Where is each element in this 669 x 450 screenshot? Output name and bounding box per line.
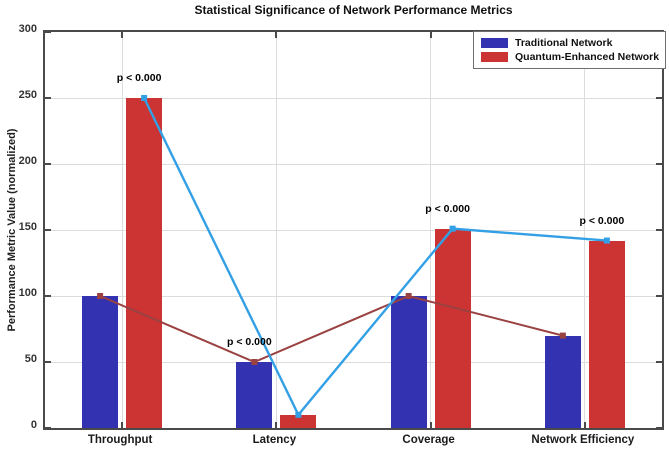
y-tick-label: 150 — [18, 221, 37, 233]
legend: Traditional Network Quantum-Enhanced Net… — [473, 31, 666, 69]
bar-quantum-enhanced-network-network-efficiency — [588, 240, 625, 428]
p-value-annotation-throughput: p < 0.000 — [116, 72, 162, 84]
y-tick-right — [656, 427, 662, 429]
y-tick-left — [45, 295, 51, 297]
x-tick-top — [275, 32, 278, 38]
legend-label-quantum-enhanced-network: Quantum-Enhanced Network — [515, 51, 660, 63]
x-tick-top — [429, 32, 432, 38]
vertical-gridline — [430, 32, 432, 428]
vertical-gridline — [121, 32, 123, 428]
x-category-label-throughput: Throughput — [87, 434, 153, 446]
p-value-annotation-coverage: p < 0.000 — [425, 202, 470, 215]
y-tick-label: 50 — [24, 353, 37, 365]
x-tick-bottom — [583, 422, 586, 428]
legend-item-traditional-network: Traditional Network — [481, 36, 665, 50]
line-traditional-network — [99, 294, 564, 364]
vertical-gridline — [584, 32, 586, 428]
y-tick-left — [45, 427, 51, 429]
y-tick-right — [656, 163, 662, 165]
x-tick-top — [121, 32, 124, 38]
bar-traditional-network-throughput — [82, 296, 119, 428]
legend-label-traditional-network: Traditional Network — [515, 37, 613, 49]
legend-item-quantum-enhanced-network: Quantum-Enhanced Network — [481, 50, 665, 64]
bar-traditional-network-latency — [236, 362, 273, 428]
plot-area: p < 0.000 p < 0.000 p < 0.000 p < 0.000 — [43, 30, 664, 430]
x-tick-bottom — [275, 422, 278, 428]
y-tick-label: 250 — [18, 89, 37, 101]
y-tick-left — [45, 97, 51, 99]
bar-traditional-network-network-efficiency — [544, 335, 581, 428]
p-value-annotation-latency: p < 0.000 — [227, 336, 272, 348]
y-tick-label: 200 — [18, 155, 37, 167]
y-tick-right — [656, 97, 662, 99]
x-category-label-coverage: Coverage — [402, 434, 455, 446]
y-tick-left — [45, 361, 51, 363]
bar-traditional-network-coverage — [390, 296, 427, 428]
x-tick-bottom — [121, 422, 124, 428]
y-tick-label: 100 — [18, 287, 37, 299]
y-tick-left — [45, 31, 51, 33]
y-tick-right — [656, 295, 662, 297]
x-category-label-network-efficiency: Network Efficiency — [531, 434, 635, 446]
y-tick-label: 300 — [18, 23, 37, 35]
y-tick-right — [656, 229, 662, 231]
bar-quantum-enhanced-network-latency — [280, 414, 317, 428]
x-category-label-latency: Latency — [252, 434, 297, 446]
y-tick-right — [656, 361, 662, 363]
chart-title: Statistical Significance of Network Perf… — [194, 3, 513, 17]
bar-quantum-enhanced-network-coverage — [434, 228, 471, 428]
x-tick-bottom — [429, 422, 432, 428]
y-tick-left — [45, 229, 51, 231]
legend-swatch-quantum-enhanced-network — [481, 52, 508, 62]
legend-swatch-traditional-network — [481, 38, 508, 48]
vertical-gridline — [275, 32, 277, 428]
y-tick-left — [45, 163, 51, 165]
y-tick-label: 0 — [30, 419, 37, 431]
p-value-annotation-network-efficiency: p < 0.000 — [579, 214, 625, 227]
line-quantum-enhanced-network — [143, 97, 607, 417]
bar-quantum-enhanced-network-throughput — [126, 98, 163, 428]
